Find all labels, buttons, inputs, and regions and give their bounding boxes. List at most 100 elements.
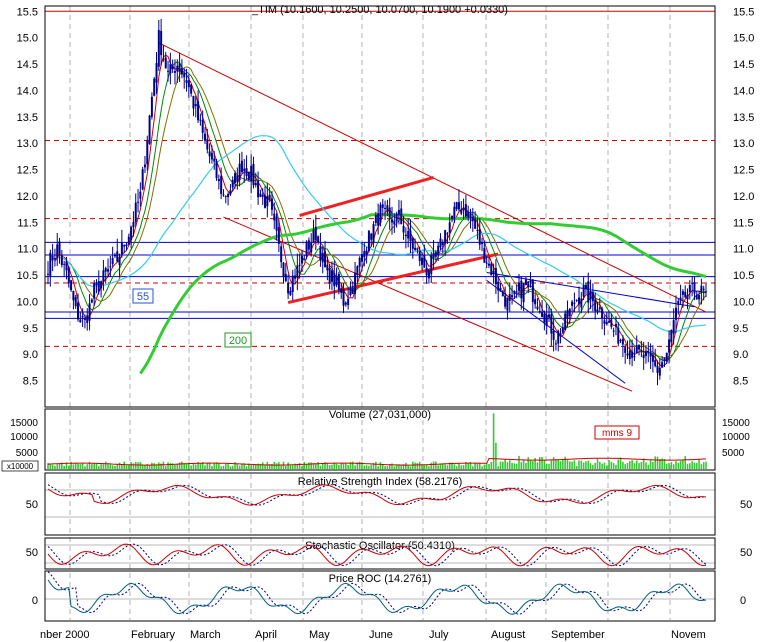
- volume-bar-118: [319, 465, 322, 469]
- volume-bar-15: [81, 463, 84, 469]
- candle-body-240: [601, 308, 604, 319]
- candle-body-132: [351, 288, 354, 294]
- month-label-mar: March: [190, 629, 221, 641]
- month-axis: nber 2000 February March April May June …: [40, 629, 706, 641]
- candle-body-8: [65, 261, 68, 271]
- volume-bar-162: [421, 464, 423, 469]
- candle-body-29: [113, 254, 116, 257]
- candle-body-0: [47, 273, 49, 275]
- volume-bar-232: [582, 462, 585, 469]
- candle-body-155: [404, 234, 407, 237]
- volume-bar-248: [619, 457, 622, 469]
- price-tick-right-14: 15.5: [733, 6, 754, 18]
- candle-body-171: [441, 242, 444, 246]
- stochastic-title: Stochastic Oscillator (50.4310): [305, 540, 455, 552]
- candle-body-15: [81, 316, 84, 318]
- candle-body-120: [324, 251, 327, 268]
- volume-bar-64: [194, 464, 197, 469]
- volume-bar-36: [130, 462, 132, 469]
- volume-bar-153: [400, 464, 403, 469]
- candle-body-28: [111, 257, 114, 265]
- candle-body-70: [208, 151, 211, 157]
- volume-bar-173: [446, 465, 449, 469]
- candle-body-135: [358, 257, 361, 267]
- candle-body-255: [635, 345, 638, 354]
- volume-bar-79: [229, 466, 232, 469]
- candle-body-203: [515, 291, 518, 293]
- volume-bar-272: [675, 461, 677, 469]
- candle-body-73: [215, 160, 218, 179]
- candle-body-118: [319, 245, 322, 261]
- candle-body-96: [268, 194, 271, 200]
- candle-body-275: [681, 291, 684, 295]
- price-tick-left-10: 13.5: [17, 112, 38, 124]
- candle-body-220: [554, 343, 557, 345]
- price-ticks-left: 8.5 9.0 9.5 10.0 10.5 11.0 11.5 12.0 12.5 13.0 13.…: [17, 6, 38, 387]
- candle-body-139: [367, 230, 370, 251]
- volume-bar-163: [423, 465, 426, 469]
- candle-body-230: [578, 297, 581, 305]
- candle-body-172: [444, 230, 447, 244]
- volume-bar-164: [425, 464, 428, 469]
- volume-bar-149: [391, 463, 393, 469]
- candle-body-225: [566, 310, 569, 319]
- candle-body-193: [492, 270, 495, 274]
- candle-body-223: [561, 327, 564, 333]
- volume-bar-70: [208, 462, 211, 469]
- candle-body-278: [688, 285, 691, 293]
- volume-bar-213: [538, 457, 541, 469]
- candle-body-95: [266, 196, 269, 207]
- volume-bar-178: [458, 463, 460, 469]
- candle-body-94: [264, 195, 267, 208]
- volume-bar-208: [527, 457, 530, 469]
- volume-bar-26: [107, 464, 109, 469]
- ma-10-green: [61, 61, 706, 362]
- volume-bar-35: [128, 465, 130, 469]
- candle-body-107: [294, 275, 297, 279]
- candle-body-145: [381, 204, 384, 208]
- volume-bar-183: [469, 462, 472, 469]
- candle-body-196: [499, 287, 502, 292]
- candle-body-221: [557, 331, 560, 344]
- volume-bar-224: [564, 456, 566, 469]
- candle-body-209: [529, 280, 532, 283]
- candle-body-131: [349, 288, 352, 296]
- volume-bar-108: [296, 463, 299, 469]
- candle-body-210: [531, 279, 534, 303]
- volume-bar-17: [86, 464, 89, 469]
- candle-body-200: [508, 294, 511, 301]
- volume-bar-85: [243, 463, 246, 469]
- rsi-main-line: [47, 484, 707, 506]
- volume-bar-189: [483, 464, 486, 469]
- volume-bar-147: [386, 466, 389, 469]
- candle-body-169: [437, 245, 440, 256]
- volume-bar-269: [668, 462, 670, 469]
- volume-panel: Volume (27,031,000) mms 9 15000 10000 50…: [1, 409, 750, 472]
- price-tick-left-5: 11.0: [17, 244, 38, 256]
- roc-panel: Price ROC (14.2761) 0 0: [32, 571, 746, 615]
- volume-bar-8: [65, 462, 68, 469]
- candle-body-133: [354, 272, 357, 294]
- volume-bar-209: [529, 460, 532, 469]
- volume-title: Volume (27,031,000): [329, 409, 431, 421]
- volume-bar-48: [158, 462, 160, 469]
- candle-body-91: [257, 180, 260, 198]
- candle-body-206: [522, 283, 525, 303]
- candle-body-205: [520, 280, 523, 299]
- candle-body-80: [231, 179, 234, 188]
- volume-bar-187: [478, 462, 481, 469]
- volume-bar-229: [575, 465, 578, 469]
- volume-bar-151: [395, 464, 398, 469]
- volume-bar-270: [670, 462, 673, 469]
- candle-body-31: [118, 257, 121, 265]
- candle-body-130: [347, 298, 350, 306]
- candle-body-164: [425, 267, 428, 276]
- candle-body-243: [608, 321, 611, 323]
- candle-body-161: [418, 250, 421, 261]
- volume-bar-237: [594, 462, 596, 469]
- candle-body-215: [543, 313, 546, 323]
- volume-bar-199: [506, 462, 509, 469]
- volume-bar-9: [67, 465, 70, 469]
- candle-body-149: [391, 219, 394, 223]
- volume-bar-105: [289, 464, 292, 469]
